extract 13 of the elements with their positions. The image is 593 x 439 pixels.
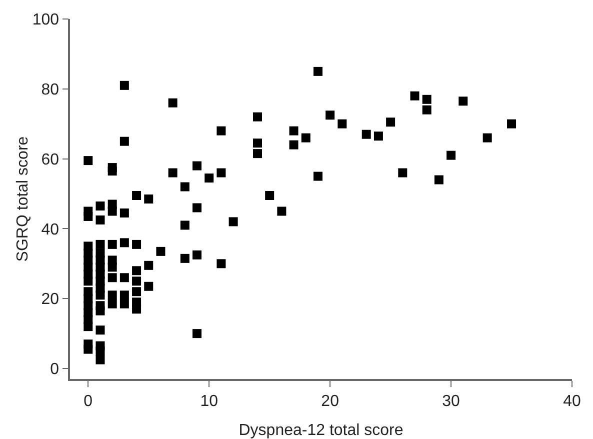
x-tick-label: 10 [200, 392, 218, 410]
x-axis-title: Dyspnea-12 total score [238, 422, 404, 439]
y-tick-label: 20 [41, 291, 60, 308]
y-tick-label: 100 [32, 12, 60, 29]
y-tick-label: 80 [41, 82, 60, 98]
y-tick-label: 40 [41, 221, 60, 238]
y-tick-label: 60 [41, 151, 60, 168]
y-tick-label: 0 [50, 361, 60, 378]
x-tick-label: 40 [563, 392, 581, 410]
y-axis-title: SGRQ total score [14, 136, 32, 262]
x-tick-label: 30 [442, 392, 460, 410]
x-tick-label: 20 [321, 392, 340, 410]
x-tick-label: 0 [84, 392, 93, 410]
